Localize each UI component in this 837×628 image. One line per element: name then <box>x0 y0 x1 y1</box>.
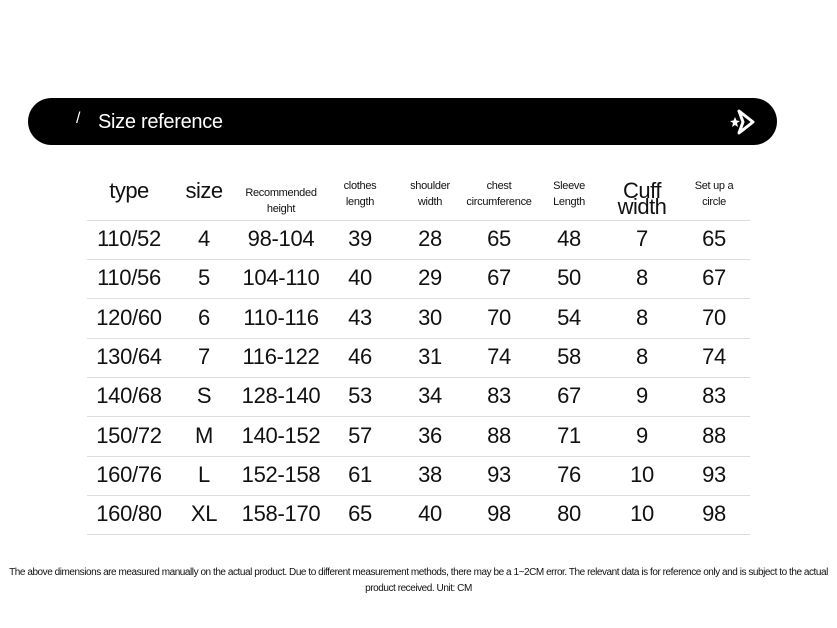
column-header: Sleeve Length <box>553 180 585 208</box>
table-cell: 160/80 <box>96 501 162 527</box>
table-cell: 65 <box>487 226 511 251</box>
table-cell: 83 <box>702 383 726 409</box>
table-cell: 80 <box>557 501 581 527</box>
table-cell: 76 <box>557 461 581 487</box>
row-divider <box>87 259 750 260</box>
table-cell: 53 <box>348 383 372 409</box>
column-header: Recommended height <box>245 187 317 215</box>
table-cell: 110/56 <box>97 265 161 291</box>
table-cell: 31 <box>418 343 442 369</box>
table-cell: 88 <box>487 422 511 448</box>
table-cell: 70 <box>702 304 726 330</box>
table-cell: 40 <box>348 265 372 291</box>
column-header: chest circumference <box>466 180 532 208</box>
table-cell: 9 <box>636 422 648 448</box>
table-cell: 61 <box>348 461 372 487</box>
table-cell: 152-158 <box>241 461 321 487</box>
row-divider <box>87 494 750 496</box>
table-cell: M <box>194 422 214 448</box>
table-cell: 36 <box>418 422 442 448</box>
table-cell: 57 <box>348 422 372 448</box>
table-cell: 46 <box>348 343 372 369</box>
column-header: Cuff width <box>617 178 667 219</box>
table-cell: 83 <box>487 383 511 409</box>
table-cell: 110/52 <box>97 226 161 251</box>
table-cell: 29 <box>418 265 442 291</box>
table-cell: 98 <box>702 501 726 527</box>
table-cell: 28 <box>418 226 442 251</box>
row-divider <box>87 376 750 378</box>
table-cell: 10 <box>630 501 654 527</box>
table-cell: 93 <box>702 461 726 487</box>
table-cell: 38 <box>418 461 442 487</box>
table-cell: 98 <box>487 501 511 527</box>
row-divider <box>87 337 750 339</box>
table-cell: 58 <box>557 343 581 369</box>
table-cell: 160/76 <box>96 461 162 487</box>
table-cell: 74 <box>702 343 726 369</box>
table-cell: 48 <box>557 226 581 251</box>
table-cell: 110-116 <box>243 304 319 330</box>
row-divider <box>87 298 750 300</box>
column-header: clothes length <box>343 180 377 208</box>
table-cell: 8 <box>636 265 648 291</box>
table-cell: 8 <box>636 343 648 369</box>
table-cell: 65 <box>702 226 726 251</box>
column-header: Set up a circle <box>694 180 734 208</box>
table-cell: 130/64 <box>96 343 162 369</box>
table-cell: 128-140 <box>241 383 321 409</box>
table-cell: L <box>198 461 210 487</box>
table-cell: 67 <box>702 265 726 291</box>
table-cell: 39 <box>348 226 372 251</box>
table-cell: 9 <box>636 383 648 409</box>
table-cell: 6 <box>198 304 210 330</box>
table-cell: 74 <box>487 343 511 369</box>
table-cell: 50 <box>557 265 581 291</box>
table-cell: 10 <box>630 461 654 487</box>
table-cell: 5 <box>198 265 210 291</box>
table-cell: 140/68 <box>96 383 162 409</box>
table-cell: 40 <box>418 501 442 527</box>
table-cell: 120/60 <box>96 304 162 330</box>
table-cell: 98-104 <box>247 226 315 251</box>
table-cell: 7 <box>198 343 210 369</box>
row-divider <box>87 220 750 221</box>
table-cell: 71 <box>557 422 581 448</box>
column-header: shoulder width <box>410 180 450 208</box>
row-divider <box>87 416 750 418</box>
table-cell: 54 <box>557 304 581 330</box>
table-cell: 34 <box>418 383 442 409</box>
table-cell: 70 <box>487 304 511 330</box>
column-header: type <box>109 178 149 203</box>
table-cell: 8 <box>636 304 648 330</box>
table-cell: 30 <box>418 304 442 330</box>
table-cell: 67 <box>487 265 511 291</box>
table-cell: 65 <box>348 501 372 527</box>
table-cell: XL <box>190 501 218 527</box>
slash-icon: / <box>76 110 81 127</box>
column-header: size <box>185 178 223 203</box>
header-title: Size reference <box>98 111 223 133</box>
table-cell: 158-170 <box>241 501 321 527</box>
header-bar: / Size reference <box>28 98 777 145</box>
arrow-icon <box>730 109 755 135</box>
row-divider <box>87 534 750 536</box>
table-cell: 93 <box>487 461 511 487</box>
table-cell: 150/72 <box>96 422 162 448</box>
table-cell: 88 <box>702 422 726 448</box>
row-divider <box>87 455 750 457</box>
table-cell: 67 <box>557 383 581 409</box>
footnote: The above dimensions are measured manual… <box>9 567 828 594</box>
table-cell: S <box>196 383 212 409</box>
table-cell: 4 <box>198 226 210 251</box>
table-cell: 140-152 <box>241 422 321 448</box>
table-cell: 43 <box>348 304 372 330</box>
table-cell: 7 <box>636 226 648 251</box>
table-cell: 104-110 <box>242 265 320 291</box>
table-cell: 116-122 <box>242 343 320 369</box>
